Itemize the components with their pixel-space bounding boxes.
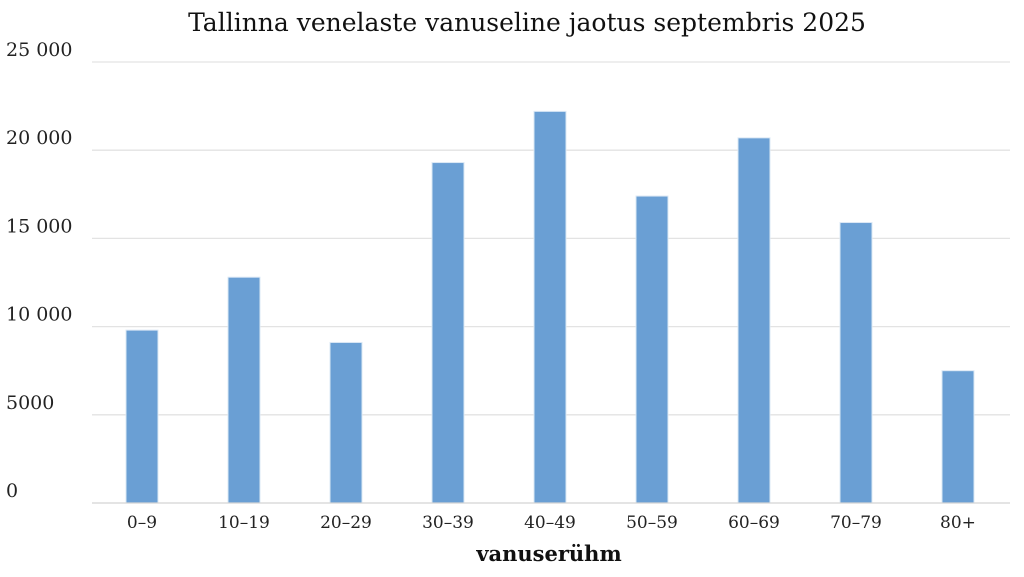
x-tick-label: 40–49 (524, 513, 576, 533)
x-tick-label: 30–39 (422, 513, 474, 533)
bar (431, 162, 465, 504)
y-axis-ticks: 0 5000 10 000 15 000 20 000 25 000 (6, 39, 72, 502)
x-tick-label: 80+ (940, 513, 976, 533)
y-tick-label: 20 000 (6, 127, 72, 149)
bar (227, 276, 261, 504)
y-tick-label: 0 (6, 480, 18, 502)
bar (635, 195, 669, 504)
bar (329, 341, 363, 504)
x-tick-label: 50–59 (626, 513, 678, 533)
x-tick-label: 0–9 (127, 513, 157, 533)
y-tick-label: 15 000 (6, 215, 72, 237)
bar (839, 222, 873, 504)
x-axis-label: vanuserühm (475, 541, 621, 566)
bar (125, 329, 159, 504)
y-tick-label: 10 000 (6, 304, 72, 326)
chart-title: Tallinna venelaste vanuseline jaotus sep… (188, 8, 866, 37)
bar (737, 137, 771, 504)
x-tick-label: 70–79 (830, 513, 882, 533)
bars (125, 110, 975, 504)
x-tick-label: 60–69 (728, 513, 780, 533)
x-tick-label: 20–29 (320, 513, 372, 533)
x-tick-label: 10–19 (218, 513, 270, 533)
bar (533, 110, 567, 504)
y-tick-label: 25 000 (6, 39, 72, 61)
y-tick-label: 5000 (6, 392, 54, 414)
bar (941, 370, 975, 504)
x-axis-ticks: 0–9 10–19 20–29 30–39 40–49 50–59 60–69 70–79 80… (127, 513, 976, 533)
